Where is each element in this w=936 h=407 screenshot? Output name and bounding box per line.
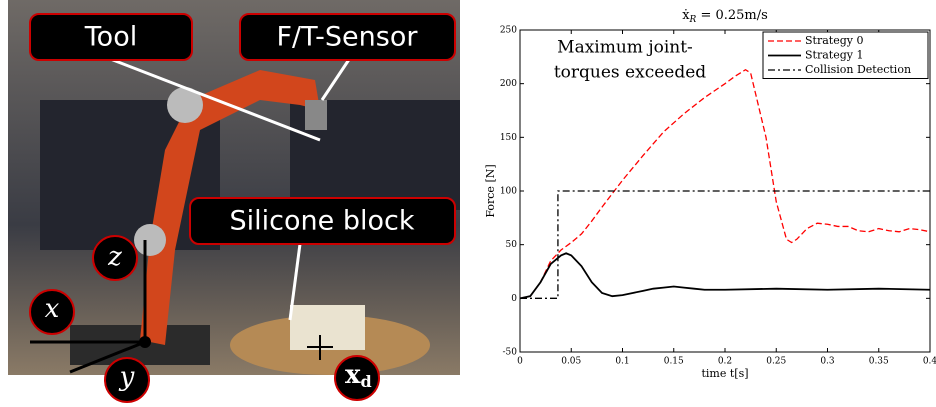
y-tick-label: -50 — [503, 348, 518, 358]
pointer — [320, 57, 352, 101]
chart: ẋR = 0.25m/s Force [N] time t[s] Maximum… — [484, 8, 936, 381]
title-rest: = 0.25m/s — [696, 8, 767, 23]
axis-label: x — [45, 294, 60, 324]
title-sub: R — [689, 15, 697, 25]
x-tick-label: 0 — [517, 357, 523, 367]
photo-label: F/T-Sensor — [277, 22, 419, 53]
photo-label: Tool — [84, 22, 137, 53]
series-line — [519, 68, 931, 299]
x-tick-label: 0.4 — [923, 357, 936, 367]
silicone-block — [290, 305, 365, 350]
x-axis-label: time t[s] — [701, 367, 748, 380]
series-line — [520, 190, 930, 299]
photo-label: Silicone block — [230, 206, 415, 237]
x-tick-label: 0.25 — [766, 357, 786, 367]
axis-label: z — [107, 242, 122, 272]
y-tick-label: 100 — [500, 187, 517, 197]
x-tick-label: 0.1 — [615, 357, 629, 367]
y-tick-label: 0 — [511, 294, 517, 304]
robot-joint — [167, 87, 203, 123]
target-label: xd — [345, 360, 372, 391]
robot-arm — [140, 70, 320, 345]
target-main: x — [345, 360, 361, 390]
axis-badge — [29, 289, 75, 335]
ft-sensor — [305, 100, 327, 130]
x-tick-label: 0.3 — [820, 357, 835, 367]
axis-badge — [334, 355, 380, 401]
pointer — [99, 53, 321, 142]
y-tick-label: 250 — [500, 26, 517, 36]
axis-label: y — [119, 362, 135, 392]
y-tick-label: 50 — [506, 240, 518, 250]
x-tick-label: 0.15 — [664, 357, 684, 367]
legend-label: Collision Detection — [805, 63, 911, 76]
pointer — [288, 243, 302, 321]
label-frame — [239, 13, 456, 61]
legend-label: Strategy 1 — [805, 49, 863, 62]
photo: Tool F/T-Sensor Silicone block z x y xd — [8, 0, 460, 403]
label-box: Tool F/T-Sensor Silicone block — [29, 13, 456, 245]
axis-badge — [104, 357, 150, 403]
y-tick-label: 150 — [500, 133, 517, 143]
annotation: Maximum joint- — [557, 38, 693, 58]
label-frame — [189, 197, 456, 245]
y-tick-label: 200 — [500, 79, 517, 89]
axis-badge — [92, 235, 138, 281]
robot-joint — [134, 224, 166, 256]
title-main: ẋ — [682, 8, 690, 23]
target-sub: d — [361, 372, 372, 391]
x-tick-label: 0.35 — [869, 357, 889, 367]
label-frame — [29, 13, 193, 61]
axis-arrow — [69, 340, 146, 374]
origin — [139, 336, 151, 348]
annotation: torques exceeded — [554, 63, 706, 83]
chart-title: ẋR = 0.25m/s — [682, 8, 768, 25]
legend-label: Strategy 0 — [805, 34, 863, 47]
series-line — [519, 252, 931, 300]
x-tick-label: 0.2 — [718, 357, 732, 367]
y-axis-label: Force [N] — [484, 164, 497, 217]
x-tick-label: 0.05 — [561, 357, 581, 367]
